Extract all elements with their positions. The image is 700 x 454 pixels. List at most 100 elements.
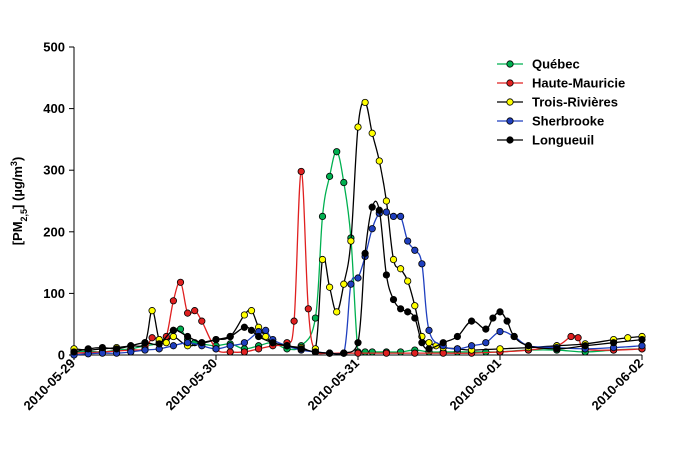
data-point (581, 342, 589, 350)
data-point (418, 260, 426, 268)
data-point (361, 249, 369, 257)
data-point (333, 148, 341, 156)
y-axis-title: [PM2,5] (µg/m3) (9, 157, 29, 246)
data-point (467, 317, 476, 325)
data-point (191, 307, 199, 315)
legend-marker (506, 136, 514, 144)
data-point (255, 332, 263, 341)
data-point (382, 349, 390, 357)
data-point (240, 323, 248, 331)
data-point (340, 349, 348, 357)
y-tick-label: 300 (43, 163, 65, 178)
y-tick-label: 400 (43, 101, 65, 116)
y-ticks: 0 100 200 300 400 500 (43, 40, 74, 363)
y-axis-title-middle: ] (µg/m (10, 166, 25, 209)
data-point (283, 342, 291, 350)
data-point (396, 265, 405, 273)
data-point (411, 314, 419, 322)
data-point (396, 212, 405, 220)
data-point (198, 317, 206, 325)
data-point (638, 342, 646, 350)
data-point (240, 311, 248, 319)
data-point (609, 339, 618, 347)
series-line (73, 151, 643, 354)
data-point (382, 197, 390, 205)
data-point (496, 308, 504, 316)
data-point (354, 274, 362, 282)
data-point (396, 305, 405, 313)
data-point (169, 297, 177, 305)
data-point (98, 344, 107, 352)
data-point (496, 345, 504, 353)
data-point (297, 345, 305, 353)
data-point (553, 345, 561, 353)
data-point (311, 314, 319, 322)
data-point (169, 326, 177, 334)
data-point (340, 280, 348, 288)
data-point (396, 348, 405, 356)
data-point (411, 302, 419, 310)
data-point (503, 317, 511, 325)
x-tick-label: 2010-05-29 (20, 356, 78, 414)
data-point (453, 345, 461, 353)
data-point (184, 309, 192, 317)
data-point (411, 349, 419, 357)
data-point (318, 212, 327, 220)
data-point (184, 339, 192, 347)
y-tick-label: 100 (43, 286, 65, 301)
data-point (354, 349, 362, 357)
data-point (169, 342, 177, 350)
data-point (212, 335, 220, 344)
data-point (347, 237, 355, 245)
axes (73, 47, 642, 356)
data-point (368, 203, 376, 211)
legend-label: Québec (532, 57, 580, 72)
data-point (368, 129, 376, 137)
data-point (482, 325, 490, 333)
x-tick-label: 2010-06-01 (446, 356, 504, 414)
data-point (418, 339, 426, 347)
data-point (368, 348, 376, 356)
legend-label: Haute-Mauricie (532, 76, 625, 91)
data-point (574, 334, 582, 342)
data-point (489, 314, 497, 322)
data-point (404, 308, 412, 316)
legend-label: Longueuil (532, 133, 594, 148)
data-point (169, 332, 177, 341)
series-3 (70, 208, 646, 359)
data-point (255, 345, 263, 353)
x-tick-label: 2010-05-30 (162, 356, 220, 414)
data-point (404, 237, 412, 245)
data-point (389, 212, 398, 220)
data-point (453, 332, 461, 341)
x-tick-label: 2010-05-31 (304, 356, 362, 414)
data-point (425, 326, 433, 334)
data-point (354, 339, 362, 347)
data-point (127, 342, 135, 350)
data-point (467, 342, 476, 350)
data-point (325, 349, 334, 357)
data-point (70, 348, 78, 356)
legend-marker (506, 117, 514, 125)
data-point (325, 172, 334, 180)
y-tick-label: 0 (58, 348, 65, 363)
series-0 (70, 148, 646, 356)
data-point (141, 339, 149, 347)
legend-label: Sherbrooke (532, 114, 604, 129)
series-line (73, 210, 643, 356)
y-tick-label: 500 (43, 40, 65, 55)
data-point (297, 167, 305, 176)
data-point (368, 225, 376, 233)
data-point (638, 335, 646, 344)
data-point (184, 332, 192, 341)
y-axis-title-sup: 3 (9, 161, 19, 166)
data-point (290, 317, 298, 325)
data-point (240, 339, 248, 347)
data-point (425, 339, 433, 347)
data-point (176, 278, 185, 286)
y-axis-title-prefix: [PM (10, 221, 25, 245)
legend-marker (506, 79, 514, 87)
data-point (382, 208, 390, 216)
data-point (624, 334, 632, 342)
